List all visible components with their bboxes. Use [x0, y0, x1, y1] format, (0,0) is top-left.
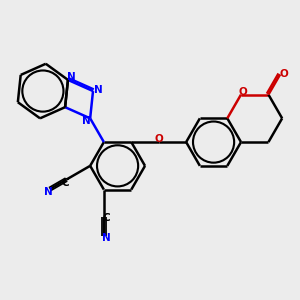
Text: N: N: [44, 187, 53, 197]
Text: N: N: [82, 116, 91, 125]
Text: O: O: [239, 87, 248, 98]
Text: O: O: [154, 134, 163, 144]
Text: N: N: [67, 72, 76, 82]
Text: N: N: [94, 85, 102, 95]
Text: C: C: [102, 213, 110, 224]
Text: O: O: [279, 69, 288, 80]
Text: N: N: [102, 232, 110, 243]
Text: C: C: [61, 178, 69, 188]
